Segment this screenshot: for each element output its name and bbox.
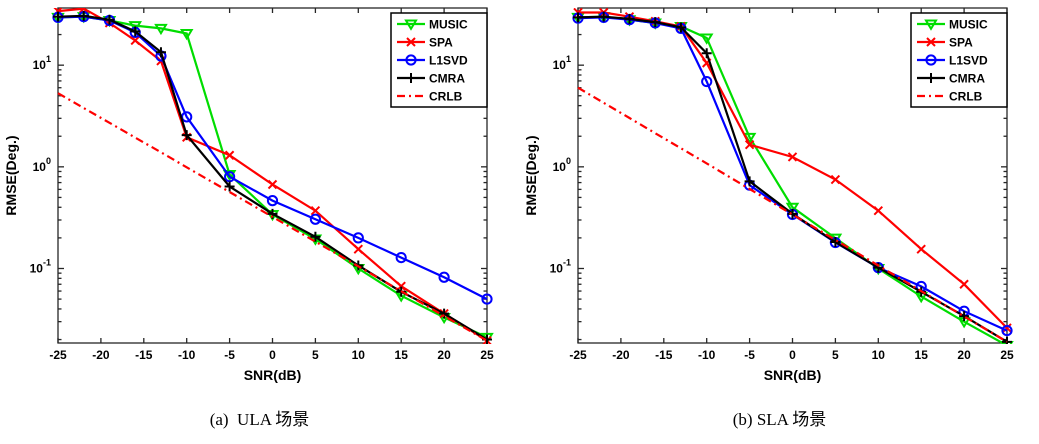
svg-text:10-1: 10-1 <box>30 257 51 275</box>
y-axis-label: RMSE(Deg.) <box>3 135 19 215</box>
legend-label-cmra: CMRA <box>949 72 985 86</box>
tick-labels: -25 -20 -15 -10 -5 0 5 10 15 20 25 10-1 100 101 SNR(dB… <box>3 54 494 383</box>
series-line-crlb <box>577 86 1008 343</box>
legend-label-crlb: CRLB <box>429 90 463 104</box>
chart-ula-canvas: -25 -20 -15 -10 -5 0 5 10 15 20 25 10-1 100 101 SNR(dB… <box>3 7 494 383</box>
svg-text:10-1: 10-1 <box>550 257 571 275</box>
series-group <box>51 8 494 344</box>
svg-text:101: 101 <box>553 54 571 72</box>
legend-label-music: MUSIC <box>949 18 988 32</box>
svg-text:5: 5 <box>312 348 319 362</box>
svg-text:20: 20 <box>437 348 451 362</box>
legend: MUSIC SPA L1SVD CMRA CRLB <box>910 12 1008 108</box>
x-axis-label: SNR(dB) <box>244 367 302 383</box>
svg-text:10: 10 <box>872 348 886 362</box>
chart-sla: -25 -20 -15 -10 -5 0 5 10 15 20 25 10-1 100 101 SNR(dB… <box>520 0 1039 430</box>
svg-text:10: 10 <box>352 348 366 362</box>
svg-text:20: 20 <box>957 348 971 362</box>
legend-label-l1svd: L1SVD <box>949 54 988 68</box>
figure: -25 -20 -15 -10 -5 0 5 10 15 20 25 10-1 100 101 SNR(dB… <box>0 0 1039 430</box>
chart-sla-caption: (b) SLA 场景 <box>732 410 827 429</box>
svg-text:0: 0 <box>269 348 276 362</box>
svg-text:25: 25 <box>480 348 494 362</box>
svg-text:-25: -25 <box>49 348 67 362</box>
svg-text:-15: -15 <box>655 348 673 362</box>
svg-text:-15: -15 <box>135 348 153 362</box>
svg-text:15: 15 <box>395 348 409 362</box>
legend: MUSIC SPA L1SVD CMRA CRLB <box>390 12 488 108</box>
svg-text:-25: -25 <box>569 348 587 362</box>
legend-label-music: MUSIC <box>429 18 468 32</box>
svg-text:100: 100 <box>553 156 571 174</box>
axes <box>57 7 488 344</box>
legend-label-spa: SPA <box>949 36 973 50</box>
svg-text:-5: -5 <box>744 348 755 362</box>
series-group <box>571 8 1014 344</box>
legend-label-l1svd: L1SVD <box>429 54 468 68</box>
svg-text:-20: -20 <box>612 348 630 362</box>
svg-text:15: 15 <box>915 348 929 362</box>
legend-label-cmra: CMRA <box>429 72 465 86</box>
svg-text:-10: -10 <box>698 348 716 362</box>
svg-text:100: 100 <box>33 156 51 174</box>
svg-text:-5: -5 <box>224 348 235 362</box>
y-axis-label: RMSE(Deg.) <box>523 135 539 215</box>
tick-labels: -25 -20 -15 -10 -5 0 5 10 15 20 25 10-1 100 101 SNR(dB… <box>523 54 1014 383</box>
chart-ula: -25 -20 -15 -10 -5 0 5 10 15 20 25 10-1 100 101 SNR(dB… <box>0 0 519 430</box>
legend-label-spa: SPA <box>429 36 453 50</box>
series-line-crlb <box>57 92 488 342</box>
svg-text:-20: -20 <box>92 348 110 362</box>
chart-ula-caption: (a) ULA 场景 <box>209 410 310 429</box>
svg-text:25: 25 <box>1000 348 1014 362</box>
legend-label-crlb: CRLB <box>949 90 983 104</box>
chart-sla-canvas: -25 -20 -15 -10 -5 0 5 10 15 20 25 10-1 100 101 SNR(dB… <box>523 7 1014 383</box>
x-axis-label: SNR(dB) <box>764 367 822 383</box>
svg-text:5: 5 <box>832 348 839 362</box>
svg-text:0: 0 <box>789 348 796 362</box>
svg-text:-10: -10 <box>178 348 196 362</box>
svg-text:101: 101 <box>33 54 51 72</box>
